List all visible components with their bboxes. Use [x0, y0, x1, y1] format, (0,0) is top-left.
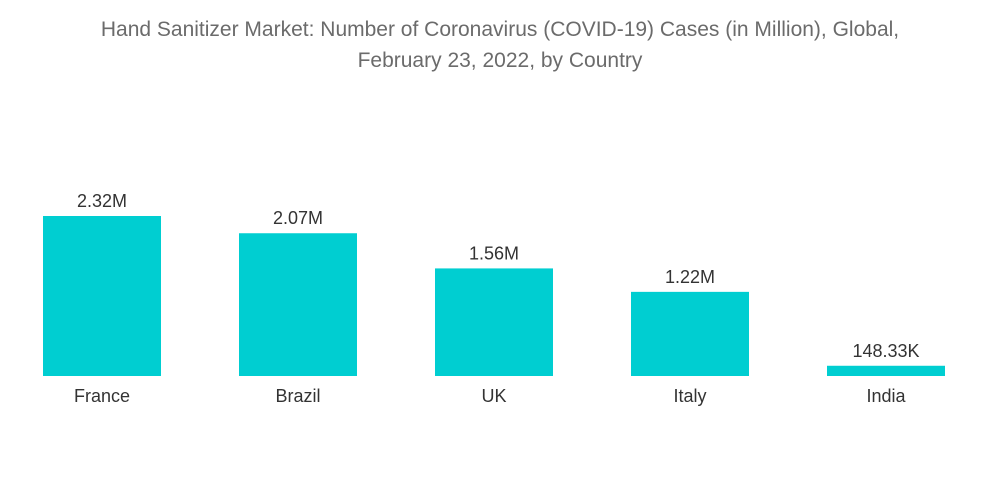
- chart-title-line-1: Hand Sanitizer Market: Number of Coronav…: [100, 18, 900, 41]
- bar-brazil: [239, 233, 357, 376]
- value-label-brazil: 2.07M: [273, 208, 323, 228]
- category-label-india: India: [866, 386, 906, 406]
- category-label-uk: UK: [481, 386, 506, 406]
- value-label-france: 2.32M: [77, 191, 127, 211]
- value-label-india: 148.33K: [852, 341, 919, 361]
- value-label-italy: 1.22M: [665, 267, 715, 287]
- bar-italy: [631, 291, 749, 376]
- value-label-uk: 1.56M: [469, 243, 519, 263]
- category-label-italy: Italy: [673, 386, 706, 406]
- chart-title: Hand Sanitizer Market: Number of Coronav…: [0, 14, 1000, 76]
- category-label-brazil: Brazil: [275, 386, 320, 406]
- bar-uk: [435, 268, 553, 376]
- bar-india: [827, 365, 945, 376]
- bar-france: [43, 216, 161, 376]
- chart-title-line-2: February 23, 2022, by Country: [357, 49, 643, 72]
- category-label-france: France: [74, 386, 130, 406]
